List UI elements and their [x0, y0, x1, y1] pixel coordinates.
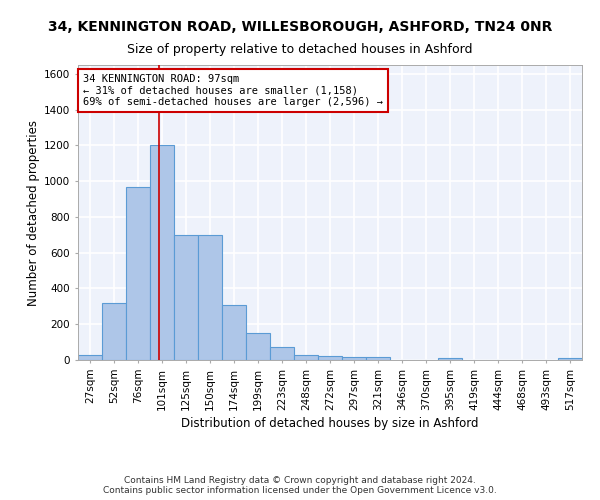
Text: 34 KENNINGTON ROAD: 97sqm
← 31% of detached houses are smaller (1,158)
69% of se: 34 KENNINGTON ROAD: 97sqm ← 31% of detac…: [83, 74, 383, 107]
Bar: [222, 306, 246, 360]
Bar: [318, 356, 342, 360]
Bar: [366, 358, 390, 360]
Bar: [150, 146, 174, 360]
Bar: [78, 354, 102, 360]
Bar: [294, 354, 318, 360]
Bar: [246, 333, 270, 360]
Bar: [102, 303, 126, 360]
Text: Size of property relative to detached houses in Ashford: Size of property relative to detached ho…: [127, 42, 473, 56]
Text: 34, KENNINGTON ROAD, WILLESBOROUGH, ASHFORD, TN24 0NR: 34, KENNINGTON ROAD, WILLESBOROUGH, ASHF…: [48, 20, 552, 34]
Bar: [342, 358, 366, 360]
Bar: [438, 358, 462, 360]
Bar: [174, 235, 198, 360]
Bar: [558, 358, 582, 360]
Bar: [126, 186, 150, 360]
Text: Contains HM Land Registry data © Crown copyright and database right 2024.
Contai: Contains HM Land Registry data © Crown c…: [103, 476, 497, 495]
Bar: [270, 348, 294, 360]
Y-axis label: Number of detached properties: Number of detached properties: [27, 120, 40, 306]
X-axis label: Distribution of detached houses by size in Ashford: Distribution of detached houses by size …: [181, 416, 479, 430]
Bar: [198, 235, 222, 360]
